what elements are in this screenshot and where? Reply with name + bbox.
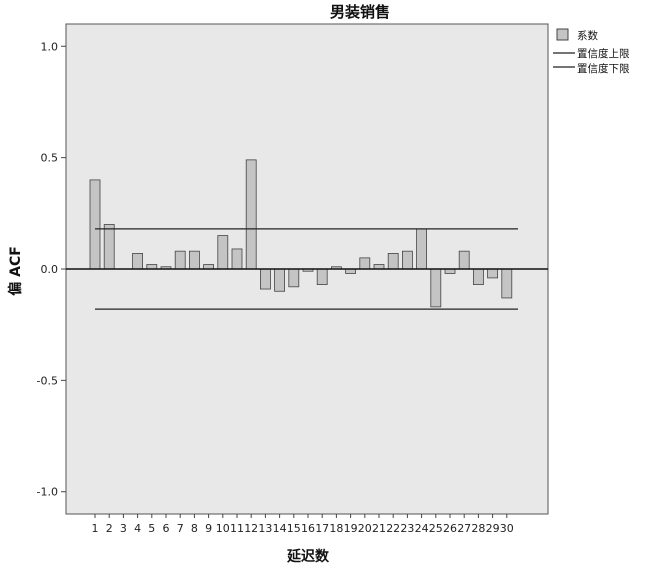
bar-lag-29 [487,268,499,279]
x-tick-label: 7 [177,522,184,535]
bar-lag-28 [472,268,484,285]
bar-lag-20 [359,257,371,270]
x-axis-title: 延迟数 [286,548,330,565]
x-tick-label: 12 [244,522,258,535]
bar-lag-14 [274,268,286,292]
x-tick-label: 20 [358,522,372,535]
bar-lag-23 [401,250,413,270]
y-tick-label: 1.0 [41,40,59,53]
bar-lag-4 [132,253,144,270]
x-tick-label: 29 [486,522,500,535]
bar-lag-10 [217,235,229,270]
bar-lag-13 [259,268,271,290]
x-tick-label: 21 [372,522,386,535]
x-tick-label: 4 [134,522,141,535]
y-axis-title-text: 偏 ACF [7,246,24,296]
x-tick-label: 30 [500,522,514,535]
x-tick-label: 19 [344,522,358,535]
y-tick-label: 0.0 [41,263,59,276]
bar-lag-22 [387,253,399,270]
chart-title: 男装销售 [330,3,390,21]
bar-lag-1 [89,179,101,270]
confidence-lines [95,228,518,310]
x-tick-label: 3 [120,522,127,535]
bar-lag-11 [231,248,243,270]
bar-lag-17 [316,268,328,285]
x-tick-label: 25 [429,522,443,535]
x-tick-label: 1 [92,522,99,535]
bar-lag-30 [501,268,513,299]
x-tick-label: 10 [216,522,230,535]
bar-lag-15 [288,268,300,288]
y-tick-label: -0.5 [37,374,58,387]
legend-label-lower: 置信度下限 [577,62,630,75]
x-tick-label: 6 [163,522,170,535]
bar-lag-27 [458,250,470,270]
bars-group [89,159,513,308]
x-tick-label: 17 [315,522,329,535]
legend-swatch-coefficient [556,28,569,41]
x-tick-label: 8 [191,522,198,535]
bar-lag-24 [416,228,428,270]
x-tick-label: 2 [106,522,113,535]
legend: 系数 置信度上限 置信度下限 [553,28,630,75]
x-tick-label: 5 [148,522,155,535]
bar-lag-8 [188,250,200,270]
x-tick-label: 18 [329,522,343,535]
x-tick-label: 27 [457,522,471,535]
x-tick-label: 11 [230,522,244,535]
x-tick-label: 15 [287,522,301,535]
legend-label-upper: 置信度上限 [577,47,630,60]
x-tick-label: 26 [443,522,457,535]
y-axis-title: 偏 ACF [7,246,24,296]
x-tick-label: 13 [258,522,272,535]
legend-label-coefficient: 系数 [577,29,598,42]
bar-lag-2 [103,224,115,270]
bar-lag-7 [174,250,186,270]
x-tick-label: 16 [301,522,315,535]
x-tick-label: 9 [205,522,212,535]
x-tick-label: 28 [471,522,485,535]
bar-lag-12 [245,159,257,270]
bar-lag-25 [430,268,442,308]
x-tick-label: 22 [386,522,400,535]
x-axis: 1 2 3 4 5 6 7 8 9 10 11 12 13 14 15 16 17 18 19 20 21 22 23 24 2… [92,514,514,535]
x-tick-label: 24 [415,522,429,535]
y-axis: 1.0 0.5 0.0 -0.5 -1.0 [37,40,66,499]
x-tick-label: 23 [400,522,414,535]
x-tick-label: 14 [273,522,287,535]
y-tick-label: -1.0 [37,486,58,499]
y-tick-label: 0.5 [41,152,59,165]
